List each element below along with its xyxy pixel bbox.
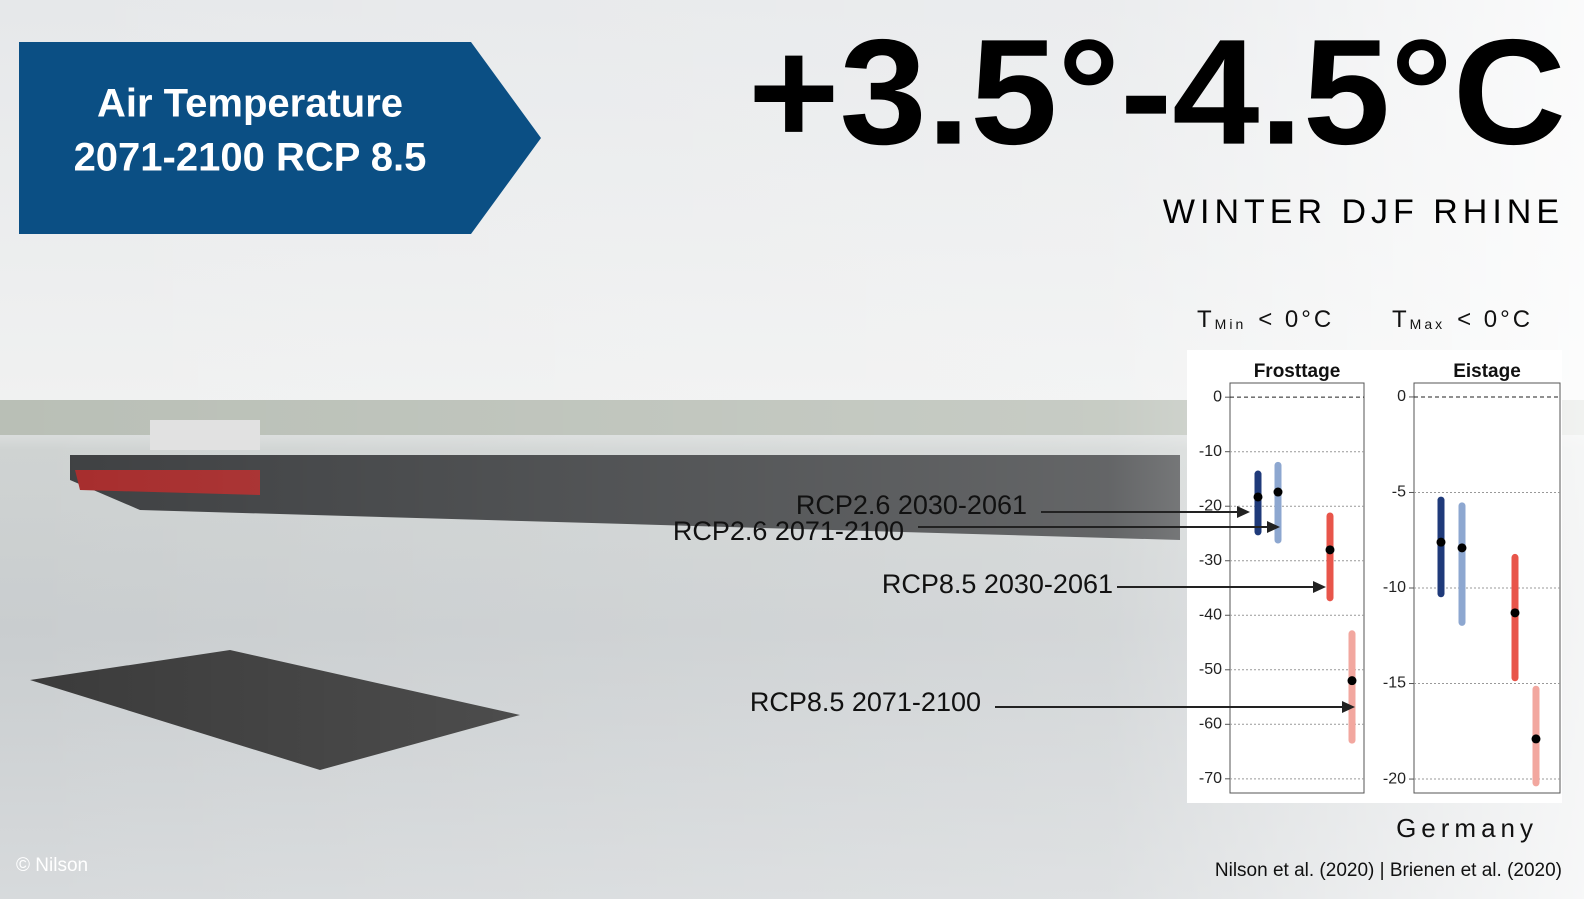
- arrow-head: [1342, 701, 1355, 713]
- series-annotation: RCP8.5 2071-2100: [750, 687, 981, 717]
- y-tick-label: -60: [1199, 716, 1222, 733]
- condition-label: TMin < 0°C: [1197, 306, 1334, 333]
- y-tick-label: 0: [1397, 388, 1406, 405]
- mean-point: [1347, 676, 1357, 686]
- box-subtitle: 2071-2100 RCP 8.5: [74, 136, 427, 180]
- y-tick-label: -50: [1199, 661, 1222, 678]
- title-box: [19, 42, 541, 234]
- y-tick-label: -30: [1199, 552, 1222, 569]
- arrow-head: [1237, 506, 1250, 518]
- y-tick-label: -70: [1199, 770, 1222, 787]
- condition-symbol: T: [1392, 306, 1410, 333]
- series-annotation: RCP8.5 2030-2061: [882, 569, 1113, 599]
- y-tick-label: -15: [1383, 675, 1406, 692]
- mean-point: [1273, 487, 1283, 497]
- condition-label: TMax < 0°C: [1392, 306, 1533, 333]
- series-annotation: RCP2.6 2071-2100: [673, 516, 904, 546]
- series-annotation: RCP2.6 2030-2061: [796, 490, 1027, 520]
- arrow-head: [1267, 521, 1280, 533]
- mean-point: [1325, 545, 1335, 555]
- chart-title: Eistage: [1453, 361, 1521, 382]
- y-tick-label: -10: [1199, 443, 1222, 460]
- condition-subscript: Min: [1215, 316, 1247, 332]
- mean-point: [1531, 734, 1541, 744]
- headline: +3.5°-4.5°C: [748, 8, 1566, 176]
- citation: Nilson et al. (2020) | Brienen et al. (2…: [1215, 860, 1562, 881]
- y-tick-label: -10: [1383, 579, 1406, 596]
- region-label: Germany: [1396, 813, 1538, 843]
- condition-threshold: < 0°C: [1457, 306, 1533, 333]
- condition-threshold: < 0°C: [1258, 306, 1334, 333]
- mean-point: [1510, 608, 1520, 618]
- mean-point: [1457, 543, 1467, 553]
- mean-point: [1253, 492, 1263, 502]
- condition-symbol: T: [1197, 306, 1215, 333]
- y-tick-label: -40: [1199, 606, 1222, 623]
- condition-subscript: Max: [1410, 316, 1445, 332]
- subheadline: WINTER DJF RHINE: [1163, 193, 1564, 231]
- arrow-head: [1313, 581, 1326, 593]
- chart-title: Frosttage: [1254, 361, 1341, 382]
- y-tick-label: -20: [1199, 497, 1222, 514]
- mean-point: [1436, 537, 1446, 547]
- photo-credit: © Nilson: [16, 855, 88, 876]
- y-tick-label: -5: [1392, 484, 1406, 501]
- box-title: Air Temperature: [97, 82, 403, 126]
- y-tick-label: 0: [1213, 388, 1222, 405]
- chart-panel: [1187, 350, 1562, 803]
- y-tick-label: -20: [1383, 770, 1406, 787]
